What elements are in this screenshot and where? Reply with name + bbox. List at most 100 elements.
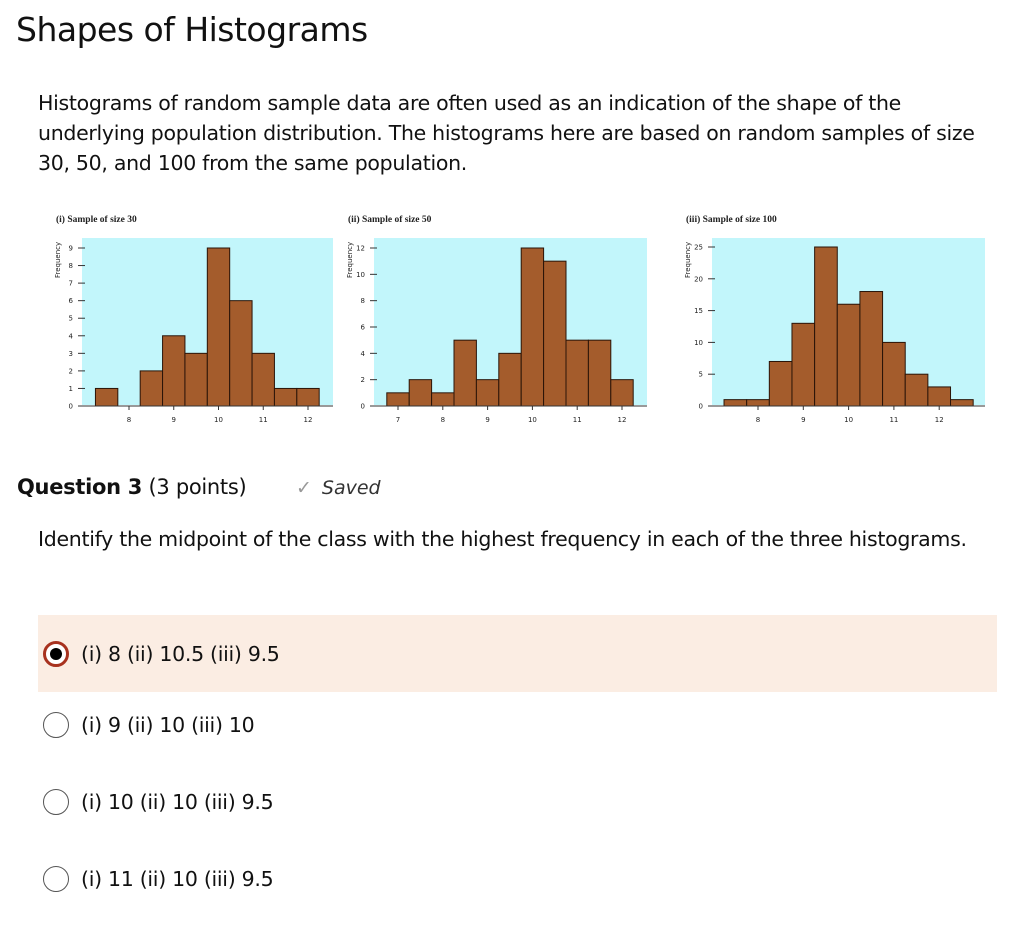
y-tick-label: 9	[69, 245, 73, 253]
y-axis-label: Frequency	[346, 242, 354, 278]
y-tick-label: 5	[699, 371, 703, 379]
x-tick-label: 9	[485, 416, 489, 424]
histogram-bar	[791, 322, 816, 407]
question-header: Question 3 (3 points)	[17, 475, 247, 499]
histogram-bar	[746, 399, 770, 407]
answer-option-4[interactable]: (i) 11 (ii) 10 (iii) 9.5	[38, 840, 997, 917]
saved-status: ✓ Saved	[296, 477, 381, 499]
histogram-bar	[610, 379, 634, 407]
option-label: (i) 10 (ii) 10 (iii) 9.5	[81, 789, 274, 814]
histogram-bar	[94, 387, 119, 407]
y-tick-label: 12	[356, 245, 365, 253]
saved-label: Saved	[321, 477, 381, 499]
histogram-bar	[950, 399, 974, 407]
histogram-bar	[229, 300, 253, 407]
x-tick-label: 11	[889, 416, 898, 424]
intro-paragraph: Histograms of random sample data are oft…	[38, 91, 975, 175]
answer-option-3[interactable]: (i) 10 (ii) 10 (iii) 9.5	[38, 763, 997, 840]
chart-title: (iii) Sample of size 100	[686, 214, 777, 225]
y-tick-label: 4	[361, 350, 366, 358]
y-tick-label: 8	[361, 297, 365, 305]
x-tick-label: 9	[172, 416, 176, 424]
histogram-bar	[859, 291, 884, 407]
histogram-bar	[565, 339, 589, 407]
radio-dot-icon	[50, 647, 62, 660]
y-tick-label: 10	[694, 339, 703, 347]
radio-button[interactable]	[43, 711, 69, 738]
x-tick-label: 12	[304, 416, 313, 424]
histogram-bar	[431, 392, 455, 407]
x-tick-label: 7	[396, 416, 400, 424]
histogram-bar	[251, 352, 275, 407]
histogram-bar	[453, 339, 477, 407]
answer-option-1[interactable]: (i) 8 (ii) 10.5 (iii) 9.5	[38, 615, 997, 692]
y-tick-label: 2	[69, 367, 73, 375]
histogram-bar	[162, 335, 186, 407]
y-axis-label: Frequency	[54, 242, 62, 278]
option-label: (i) 11 (ii) 10 (iii) 9.5	[81, 866, 274, 891]
radio-button-selected[interactable]	[43, 640, 69, 667]
y-tick-label: 10	[356, 271, 365, 279]
x-tick-label: 12	[618, 416, 627, 424]
histogram-bar	[768, 360, 793, 407]
histogram-bar	[723, 399, 748, 407]
y-tick-label: 6	[69, 297, 74, 305]
radio-button[interactable]	[43, 865, 69, 892]
histogram-bar	[498, 352, 522, 407]
x-tick-label: 10	[528, 416, 537, 424]
question-number: Question 3	[17, 475, 143, 499]
y-tick-label: 20	[694, 275, 703, 283]
histogram-bar	[206, 247, 231, 407]
histogram-bar	[814, 246, 838, 407]
histogram-bar	[543, 260, 567, 407]
x-tick-label: 9	[801, 416, 805, 424]
histogram-bar	[184, 352, 208, 407]
y-tick-label: 6	[361, 324, 366, 332]
histograms-figure: (i) Sample of size 30Frequency0123456789…	[54, 214, 985, 424]
histogram-bar	[139, 370, 164, 407]
chart-title: (ii) Sample of size 50	[348, 214, 432, 225]
histogram-bar	[927, 386, 952, 407]
x-tick-label: 11	[573, 416, 582, 424]
x-tick-label: 8	[441, 416, 445, 424]
y-tick-label: 15	[694, 307, 703, 315]
x-tick-label: 8	[756, 416, 760, 424]
chart-title: (i) Sample of size 30	[56, 214, 137, 225]
y-tick-label: 7	[69, 280, 73, 288]
histogram-bar	[520, 247, 545, 407]
histogram-bar	[386, 392, 410, 407]
histogram-bar	[836, 303, 861, 407]
y-tick-label: 4	[69, 332, 74, 340]
option-label: (i) 9 (ii) 10 (iii) 10	[81, 712, 255, 737]
y-tick-label: 3	[69, 350, 73, 358]
y-tick-label: 0	[361, 403, 365, 411]
radio-button[interactable]	[43, 788, 69, 815]
histogram-bar	[882, 341, 906, 407]
histogram-bar	[587, 339, 612, 407]
y-tick-label: 25	[694, 244, 703, 252]
histogram-bar	[904, 373, 929, 407]
histogram-bar	[475, 379, 500, 407]
x-tick-label: 12	[935, 416, 944, 424]
page-title: Shapes of Histograms	[16, 10, 368, 49]
y-tick-label: 5	[69, 315, 73, 323]
histogram-bar	[273, 387, 298, 407]
y-tick-label: 1	[69, 385, 73, 393]
question-points: (3 points)	[148, 475, 247, 499]
histogram-bar	[296, 387, 320, 407]
y-axis-label: Frequency	[684, 242, 692, 278]
question-text: Identify the midpoint of the class with …	[38, 527, 967, 551]
y-tick-label: 0	[69, 403, 73, 411]
y-tick-label: 2	[361, 376, 365, 384]
x-tick-label: 11	[259, 416, 268, 424]
check-icon: ✓	[296, 477, 312, 499]
x-tick-label: 10	[214, 416, 223, 424]
answer-option-2[interactable]: (i) 9 (ii) 10 (iii) 10	[38, 686, 997, 763]
y-tick-label: 8	[69, 262, 73, 270]
x-tick-label: 10	[844, 416, 853, 424]
y-tick-label: 0	[699, 403, 703, 411]
option-label: (i) 8 (ii) 10.5 (iii) 9.5	[81, 641, 280, 666]
histogram-bar	[408, 379, 433, 407]
x-tick-label: 8	[127, 416, 131, 424]
